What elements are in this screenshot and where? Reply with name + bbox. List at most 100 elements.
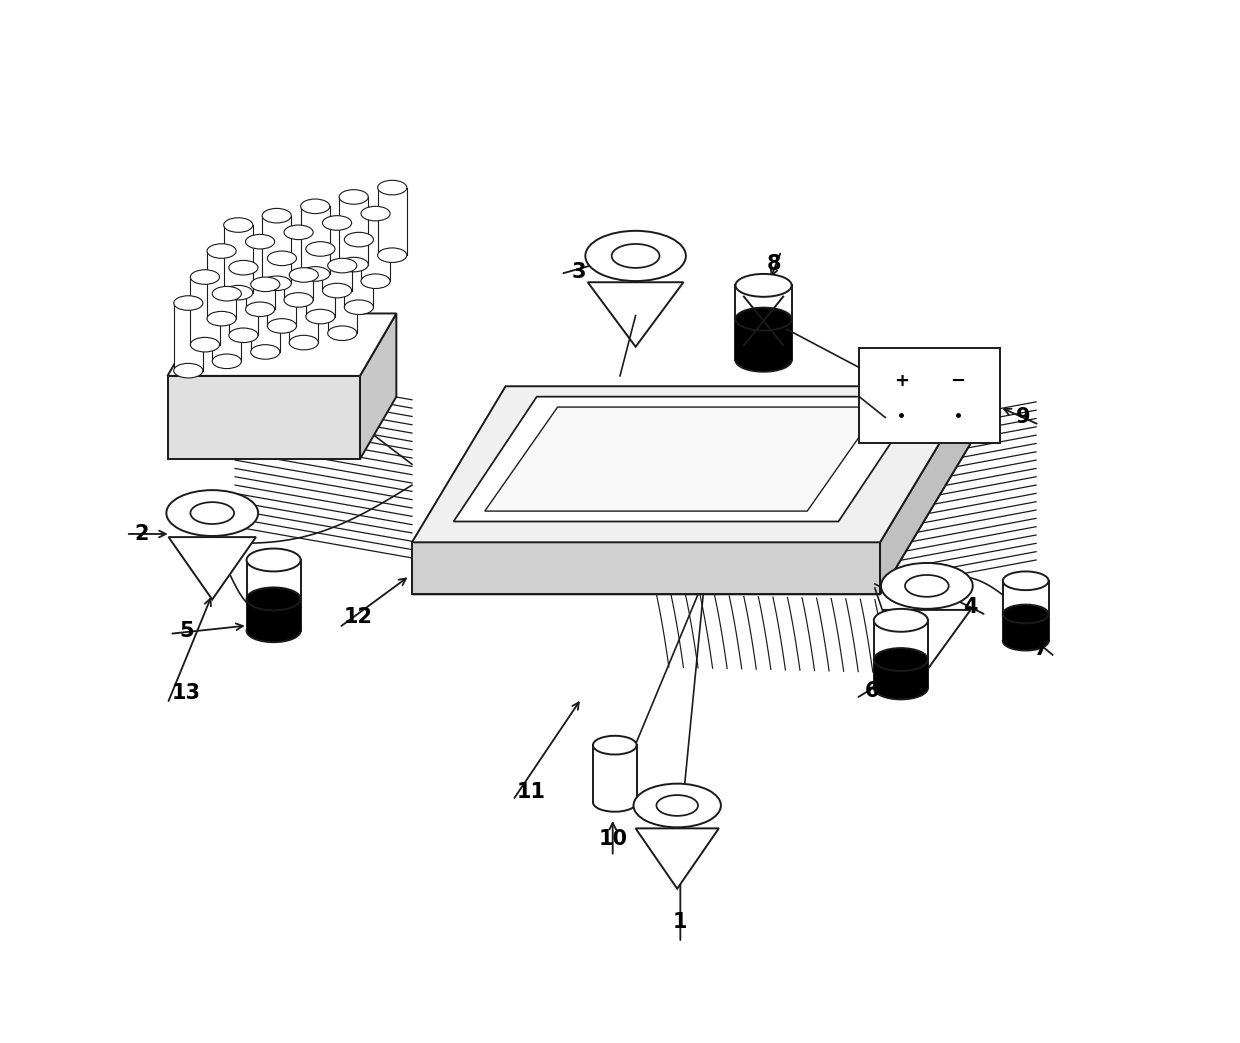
Ellipse shape (361, 274, 391, 289)
Ellipse shape (289, 335, 319, 349)
Text: 4: 4 (963, 597, 978, 616)
Ellipse shape (378, 180, 407, 195)
Polygon shape (262, 216, 291, 284)
Ellipse shape (223, 286, 253, 300)
Polygon shape (327, 266, 357, 333)
Polygon shape (207, 251, 236, 319)
Polygon shape (485, 407, 880, 511)
Ellipse shape (207, 312, 236, 326)
Ellipse shape (1003, 632, 1049, 651)
Polygon shape (874, 659, 928, 688)
Text: 3: 3 (572, 262, 585, 282)
Polygon shape (412, 386, 973, 542)
Ellipse shape (284, 293, 314, 308)
Polygon shape (306, 249, 335, 317)
Text: 13: 13 (171, 683, 201, 703)
Ellipse shape (656, 795, 698, 816)
Ellipse shape (212, 354, 242, 368)
Polygon shape (735, 286, 791, 360)
Polygon shape (212, 294, 242, 361)
Polygon shape (339, 197, 368, 265)
Ellipse shape (1003, 572, 1049, 590)
Text: 5: 5 (179, 621, 193, 640)
Text: +: + (894, 372, 909, 390)
Text: 2: 2 (134, 524, 149, 544)
Ellipse shape (284, 225, 314, 240)
Ellipse shape (345, 300, 373, 315)
Text: 6: 6 (864, 681, 879, 701)
Polygon shape (874, 621, 928, 688)
Ellipse shape (191, 270, 219, 285)
Ellipse shape (874, 609, 928, 632)
Ellipse shape (207, 244, 236, 259)
Polygon shape (593, 745, 636, 802)
Polygon shape (735, 319, 791, 360)
Polygon shape (167, 375, 360, 459)
Ellipse shape (1003, 605, 1049, 624)
Ellipse shape (345, 233, 373, 247)
Polygon shape (289, 275, 319, 342)
Polygon shape (247, 560, 300, 631)
Polygon shape (174, 304, 203, 370)
Polygon shape (588, 283, 683, 346)
Ellipse shape (339, 258, 368, 272)
Text: 7: 7 (1034, 639, 1049, 659)
Polygon shape (250, 285, 280, 351)
Text: 10: 10 (598, 829, 627, 849)
Polygon shape (1003, 581, 1049, 641)
Ellipse shape (246, 302, 274, 317)
Ellipse shape (874, 677, 928, 700)
Text: −: − (950, 372, 965, 390)
Ellipse shape (268, 319, 296, 333)
Ellipse shape (880, 563, 972, 609)
Ellipse shape (268, 251, 296, 266)
Polygon shape (284, 233, 314, 300)
Polygon shape (454, 396, 921, 522)
Polygon shape (167, 314, 397, 375)
Text: 12: 12 (343, 607, 372, 627)
Ellipse shape (247, 549, 300, 572)
Ellipse shape (361, 207, 391, 221)
Ellipse shape (735, 308, 791, 331)
Ellipse shape (593, 735, 636, 754)
Ellipse shape (289, 268, 319, 283)
Polygon shape (268, 259, 296, 326)
Ellipse shape (585, 231, 686, 281)
Polygon shape (412, 542, 880, 595)
Ellipse shape (229, 261, 258, 275)
Polygon shape (300, 207, 330, 274)
Polygon shape (880, 386, 973, 595)
Ellipse shape (191, 502, 234, 524)
Ellipse shape (246, 235, 274, 249)
Polygon shape (360, 314, 397, 459)
Ellipse shape (593, 793, 636, 811)
Ellipse shape (174, 296, 203, 311)
Polygon shape (883, 610, 971, 671)
Polygon shape (191, 277, 219, 344)
Ellipse shape (634, 783, 720, 827)
Ellipse shape (327, 326, 357, 340)
Ellipse shape (174, 363, 203, 378)
Ellipse shape (250, 344, 280, 359)
Ellipse shape (262, 209, 291, 223)
Ellipse shape (306, 242, 335, 257)
Text: 1: 1 (673, 912, 688, 932)
Ellipse shape (378, 248, 407, 263)
Ellipse shape (223, 218, 253, 233)
Polygon shape (361, 214, 391, 282)
Polygon shape (322, 223, 352, 291)
Ellipse shape (327, 259, 357, 273)
Ellipse shape (212, 287, 242, 301)
Ellipse shape (229, 328, 258, 342)
Polygon shape (229, 268, 258, 335)
Ellipse shape (339, 190, 368, 204)
Ellipse shape (247, 587, 300, 610)
Ellipse shape (247, 620, 300, 642)
Polygon shape (345, 240, 373, 308)
Ellipse shape (306, 310, 335, 324)
Text: 11: 11 (517, 782, 546, 802)
Ellipse shape (262, 276, 291, 291)
Ellipse shape (191, 337, 219, 351)
Polygon shape (246, 242, 274, 310)
Polygon shape (636, 828, 719, 889)
